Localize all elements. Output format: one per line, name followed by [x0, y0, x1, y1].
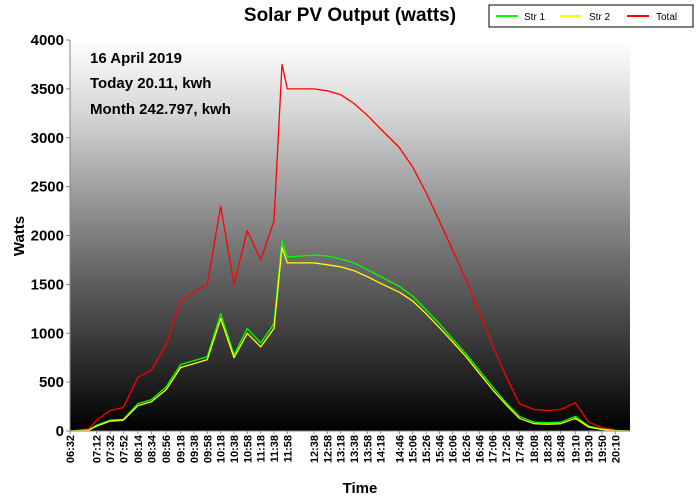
- x-tick-label: 13:38: [349, 435, 361, 463]
- x-tick-label: 08:56: [161, 435, 173, 463]
- x-tick-label: 14:46: [394, 435, 406, 463]
- y-tick-label: 0: [56, 423, 64, 440]
- x-tick-label: 16:06: [448, 435, 460, 463]
- x-tick-label: 08:14: [133, 434, 145, 463]
- x-tick-label: 17:26: [501, 435, 513, 463]
- x-tick-label: 13:58: [362, 435, 374, 463]
- legend-label-total: Total: [656, 12, 677, 23]
- series-layer: [70, 63, 630, 431]
- x-tick-label: 14:18: [376, 435, 388, 463]
- x-tick-label: 09:58: [202, 435, 214, 463]
- x-tick-label: 15:46: [434, 435, 446, 463]
- x-tick-label: 19:50: [597, 435, 609, 463]
- y-tick-label: 2500: [31, 179, 64, 196]
- series-line-total: [70, 63, 630, 431]
- x-tick-label: 12:38: [309, 435, 321, 463]
- x-tick-label: 10:38: [229, 435, 241, 463]
- x-tick-label: 09:38: [189, 435, 201, 463]
- x-tick-label: 09:18: [176, 435, 188, 463]
- x-tick-label: 18:28: [542, 435, 554, 463]
- y-axis-label: Watts: [11, 216, 28, 256]
- y-tick-label: 3500: [31, 81, 64, 98]
- legend: Str 1 Str 2 Total: [488, 4, 694, 28]
- x-tick-label: 17:46: [514, 435, 526, 463]
- x-tick-label: 15:26: [421, 435, 433, 463]
- x-tick-label: 12:58: [322, 435, 334, 463]
- x-tick-label: 18:48: [556, 435, 568, 463]
- x-ticks: 06:32 07:12 07:32 07:52 08:14 08:34 08:56 09:18…: [65, 431, 622, 463]
- series-line-str-1: [70, 239, 630, 431]
- y-tick-label: 2000: [31, 228, 64, 245]
- y-tick-label: 1500: [31, 276, 64, 293]
- y-tick-label: 1000: [31, 325, 64, 342]
- y-tick-label: 3000: [31, 130, 64, 147]
- x-tick-label: 11:58: [282, 435, 294, 463]
- annotation-today: Today 20.11, kwh: [90, 75, 211, 92]
- x-tick-label: 10:18: [216, 435, 228, 463]
- x-tick-label: 16:26: [461, 435, 473, 463]
- x-tick-label: 11:38: [269, 435, 281, 463]
- chart-title: Solar PV Output (watts): [244, 5, 456, 26]
- x-tick-label: 16:46: [474, 435, 486, 463]
- x-tick-label: 19:10: [570, 435, 582, 463]
- x-tick-label: 19:30: [584, 435, 596, 463]
- x-tick-label: 07:12: [92, 435, 104, 463]
- legend-label-str1: Str 1: [524, 12, 546, 23]
- x-tick-label: 07:52: [118, 435, 130, 463]
- x-tick-label: 20:10: [610, 435, 622, 463]
- legend-box: [488, 4, 694, 28]
- x-tick-label: 11:18: [256, 435, 268, 463]
- annotations: 16 April 2019 Today 20.11, kwh Month 242…: [90, 50, 231, 118]
- x-tick-label: 07:32: [105, 435, 117, 463]
- y-tick-label: 4000: [31, 32, 64, 49]
- plot-area: [70, 40, 630, 431]
- x-tick-label: 18:08: [529, 435, 541, 463]
- y-ticks: 0 500 1000 1500 2000 2500 3000 3500 4000: [31, 32, 70, 440]
- x-axis-label: Time: [343, 480, 378, 497]
- x-tick-label: 15:06: [408, 435, 420, 463]
- x-tick-label: 17:06: [488, 435, 500, 463]
- x-tick-label: 06:32: [65, 435, 77, 463]
- series-line-str-2: [70, 246, 630, 431]
- x-tick-label: 08:34: [146, 434, 158, 463]
- legend-label-str2: Str 2: [589, 12, 611, 23]
- annotation-date: 16 April 2019: [90, 50, 182, 67]
- y-tick-label: 500: [39, 374, 64, 391]
- x-tick-label: 13:18: [336, 435, 348, 463]
- annotation-month: Month 242.797, kwh: [90, 101, 231, 118]
- x-tick-label: 10:58: [242, 435, 254, 463]
